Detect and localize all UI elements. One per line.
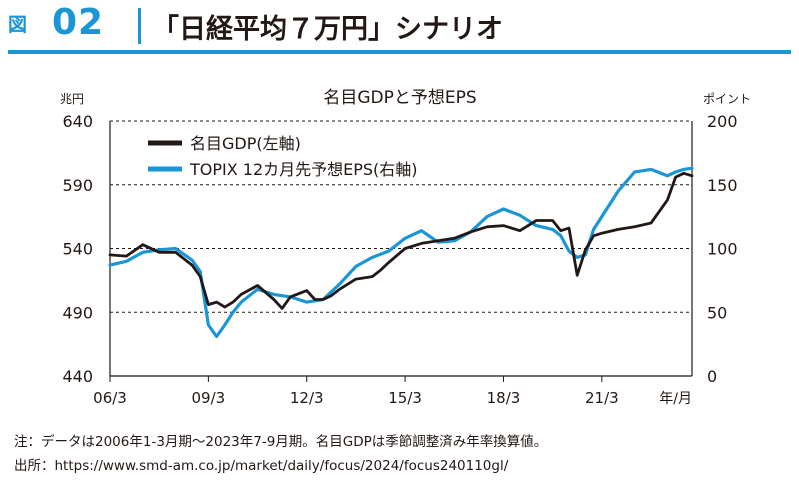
- y-right-tick-label: 150: [707, 176, 738, 195]
- y-left-tick-label: 440: [62, 367, 93, 386]
- header-rule: [8, 50, 791, 54]
- eps-series-line: [108, 166, 694, 339]
- x-tick-label: 06/3: [93, 389, 127, 407]
- legend-label: 名目GDP(左軸): [190, 134, 301, 153]
- x-tick-label: 18/3: [487, 389, 521, 407]
- y-left-tick-label: 490: [62, 303, 93, 322]
- legend-label: TOPIX 12カ月先予想EPS(右軸): [189, 160, 418, 179]
- figure-header: 図 02 「日経平均７万円」シナリオ: [0, 0, 799, 56]
- chart-title: 名目GDPと予想EPS: [323, 88, 476, 108]
- figure-label: 図: [8, 14, 28, 36]
- y-right-tick-label: 50: [707, 303, 727, 322]
- y-right-tick-label: 200: [707, 112, 738, 131]
- gdp-series-line: [108, 171, 694, 310]
- x-tick-label: 12/3: [290, 389, 324, 407]
- y-right-tick-label: 100: [707, 240, 738, 259]
- x-unit-label: 年/月: [659, 391, 692, 407]
- header-separator: [138, 8, 141, 44]
- y-right-unit-label: ポイント: [703, 92, 751, 106]
- chart-note: 注：データは2006年1-3月期～2023年7-9月期。名目GDPは季節調整済み…: [14, 434, 548, 450]
- x-tick-label: 09/3: [192, 389, 226, 407]
- y-left-unit-label: 兆円: [60, 92, 84, 106]
- y-left-tick-label: 540: [62, 240, 93, 259]
- y-left-tick-label: 640: [62, 112, 93, 131]
- y-left-tick-label: 590: [62, 176, 93, 195]
- y-right-tick-label: 0: [707, 367, 717, 386]
- figure-title: 「日経平均７万円」シナリオ: [152, 14, 503, 45]
- x-tick-label: 15/3: [388, 389, 422, 407]
- x-tick-label: 21/3: [585, 389, 619, 407]
- figure-number: 02: [52, 2, 105, 43]
- chart-source: 出所：https://www.smd-am.co.jp/market/daily…: [14, 458, 509, 474]
